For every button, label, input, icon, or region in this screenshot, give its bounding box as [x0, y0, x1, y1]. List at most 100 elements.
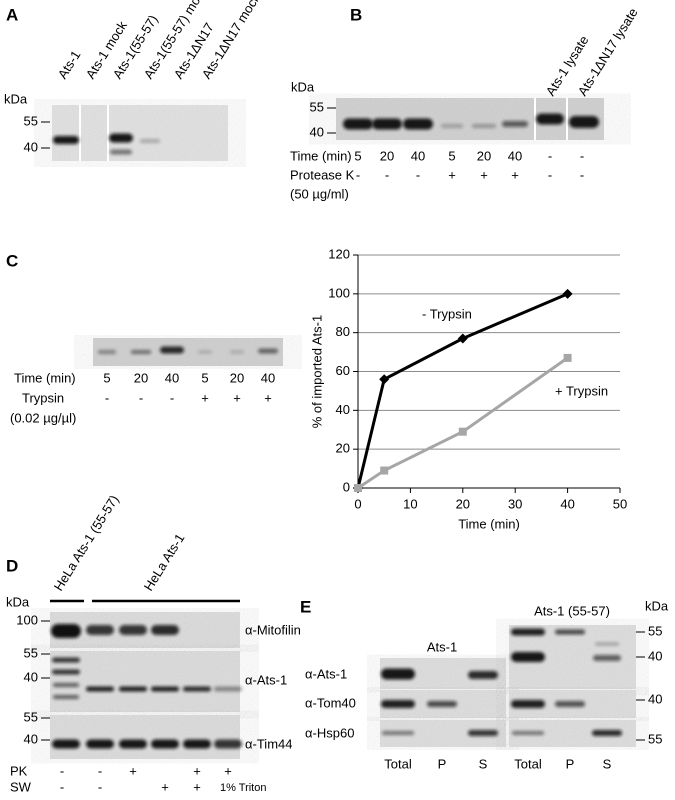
x-axis-label: Time (min): [458, 516, 520, 531]
band: [52, 669, 80, 675]
blot-label: α-Mitofilin: [245, 622, 301, 637]
band: [53, 695, 79, 699]
band: [214, 686, 242, 692]
gel-gap: [566, 98, 568, 140]
column-label: P: [566, 756, 575, 771]
row-cell: -: [385, 167, 389, 182]
panel-letter: A: [6, 5, 18, 24]
row-cell: 5: [448, 148, 455, 163]
band: [51, 624, 81, 638]
band: [119, 686, 147, 692]
y-axis-label: % of imported Ats-1: [309, 315, 324, 428]
x-tick-label: 10: [403, 496, 417, 511]
row-cell: 40: [261, 370, 275, 385]
group-label: HeLa Ats-1 (55-57): [51, 492, 122, 593]
row-cell: -: [356, 167, 360, 182]
band: [569, 116, 599, 128]
panel-letter: C: [6, 251, 18, 270]
band: [119, 625, 147, 635]
row-label: Time (min): [290, 148, 352, 163]
row-label: SW: [10, 779, 32, 794]
row-cell: +: [448, 167, 456, 182]
band: [403, 118, 433, 130]
group-label: HeLa Ats-1: [141, 531, 188, 594]
band: [140, 139, 160, 143]
band: [595, 642, 619, 646]
row-label: PK: [10, 763, 28, 778]
band: [511, 652, 545, 662]
row-cell: +: [193, 763, 201, 778]
marker-label: 40: [24, 731, 38, 746]
gel-texture: [93, 338, 283, 366]
row-cell: +: [480, 167, 488, 182]
row-cell: 40: [165, 370, 179, 385]
band: [468, 730, 498, 736]
band: [151, 686, 179, 692]
x-tick-label: 40: [560, 496, 574, 511]
row-cell: -: [60, 779, 64, 794]
row-cell: +: [511, 167, 519, 182]
point: [379, 374, 390, 385]
band: [183, 739, 211, 749]
row-label: Protease K: [290, 167, 355, 182]
row-cell: 1% Triton: [220, 782, 266, 794]
blot-label: α-Tom40: [305, 695, 356, 710]
row-cell: -: [548, 167, 552, 182]
point: [563, 353, 572, 362]
column-label: S: [479, 756, 488, 771]
band: [86, 739, 114, 749]
row-cell: +: [264, 390, 272, 405]
unit-label: kDa: [645, 598, 669, 613]
row-cell: -: [60, 763, 64, 778]
band: [382, 731, 414, 735]
point: [380, 466, 389, 475]
group-label: Ats-1: [427, 639, 457, 654]
row-cell: -: [98, 763, 102, 778]
band: [593, 655, 621, 661]
row-cell: 20: [477, 148, 491, 163]
marker-label: 40: [24, 669, 38, 684]
band: [151, 739, 179, 749]
band: [372, 118, 402, 130]
marker-label: 40: [648, 648, 662, 663]
row-label: Time (min): [14, 370, 76, 385]
blot-label: α-Hsp60: [305, 725, 354, 740]
panel-letter: D: [6, 556, 18, 575]
band: [381, 668, 415, 680]
row-cell: -: [580, 148, 584, 163]
marker-label: 55: [24, 645, 38, 660]
series-line: [357, 356, 569, 490]
row-cell: 40: [411, 148, 425, 163]
band: [555, 701, 585, 707]
row-cell: -: [548, 148, 552, 163]
band: [131, 350, 151, 354]
column-label: Total: [384, 756, 412, 771]
marker-label: 55: [24, 113, 38, 128]
point: [457, 333, 468, 344]
point: [354, 484, 362, 492]
row-cell: 20: [230, 370, 244, 385]
marker-label: 40: [648, 691, 662, 706]
marker-label: 55: [648, 623, 662, 638]
gel-gap: [79, 105, 81, 161]
band: [119, 739, 147, 749]
blot-label: α-Tim44: [245, 736, 292, 751]
column-label: S: [603, 756, 612, 771]
series-label: - Trypsin: [422, 306, 472, 321]
lane-label: Ats-1: [55, 48, 84, 82]
unit-label: kDa: [291, 79, 315, 94]
band: [52, 657, 80, 663]
gel-texture: [50, 651, 240, 712]
band: [555, 629, 585, 635]
band: [230, 350, 244, 354]
row-label: Trypsin: [22, 390, 64, 405]
unit-label: kDa: [6, 594, 30, 609]
band: [86, 625, 114, 635]
band: [214, 739, 242, 749]
band: [160, 346, 184, 354]
lane-label: Ats-1ΔN17 lysate: [575, 5, 641, 98]
row-cell: +: [224, 763, 232, 778]
row-cell: -: [170, 390, 174, 405]
marker-label: 55: [310, 99, 324, 114]
